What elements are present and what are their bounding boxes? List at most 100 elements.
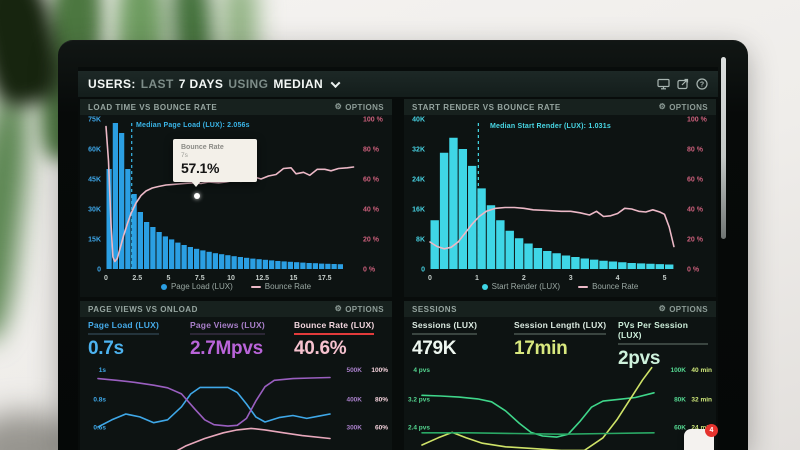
tick-label: 2.5 (132, 275, 142, 282)
median-annotation: Median Page Load (LUX): 2.056s (136, 122, 250, 129)
panel-body: Sessions (LUX) 479K Session Length (LUX)… (404, 317, 716, 450)
gear-icon: ⚙ (334, 102, 343, 111)
panel-title: LOAD TIME VS BOUNCE RATE (88, 102, 218, 112)
metric-page-load[interactable]: Page Load (LUX) 0.7s (88, 320, 190, 359)
panel-title: START RENDER VS BOUNCE RATE (412, 102, 561, 112)
hover-point-marker (194, 193, 200, 199)
panel-body: 40K 32K 24K 16K 8K 0 100 % 80 % 60 % 40 % 20 % 0 % 0… (404, 115, 716, 297)
tick-label: 32K (412, 147, 425, 154)
metric-row: Sessions (LUX) 479K Session Length (LUX)… (404, 317, 716, 369)
tick-label: 15K (88, 237, 101, 244)
dashboard-screen: USERS: LAST 7 DAYS USING MEDIAN (78, 67, 718, 450)
tick-label: 17.5 (318, 275, 332, 282)
chart-legend: Start Render (LUX) Bounce Rate (404, 282, 716, 291)
tick-label: 0 % (687, 267, 700, 274)
tick-label: 40 % (363, 207, 380, 214)
legend-item-bounce-rate[interactable]: Bounce Rate (578, 282, 638, 291)
tick-label: 0 % (363, 267, 376, 274)
svg-text:?: ? (700, 81, 704, 88)
panel-body: 75K 60K 45K 30K 15K 0 100 % 80 % 60 % 40 % 20 % 0 %… (80, 115, 392, 297)
tick-label: 32 min (691, 397, 712, 404)
legend-item-page-load[interactable]: Page Load (LUX) (160, 282, 233, 291)
share-export-icon[interactable] (677, 78, 689, 90)
tick-label: 10 (227, 275, 235, 282)
tick-label: 400K (346, 397, 362, 404)
tick-label: 500K (346, 367, 362, 374)
panel-title: PAGE VIEWS VS ONLOAD (88, 304, 198, 314)
dashboard-header: USERS: LAST 7 DAYS USING MEDIAN (78, 71, 718, 97)
tick-label: 1s (99, 367, 107, 374)
options-label: OPTIONS (345, 304, 384, 314)
panel-start-render-vs-bounce-rate: START RENDER VS BOUNCE RATE ⚙ OPTIONS 40… (404, 99, 716, 297)
tick-label: 40 min (691, 367, 712, 374)
tick-label: 20 % (363, 237, 380, 244)
tick-label: 0.8s (93, 397, 106, 404)
tick-label: 300K (346, 425, 362, 432)
metric-label: Bounce Rate (LUX) (294, 320, 375, 335)
metric-session-length[interactable]: Session Length (LUX) 17min (514, 320, 618, 359)
legend-line-icon (250, 285, 261, 288)
tick-label: 0 (97, 267, 101, 274)
tick-label: 3 (569, 275, 573, 282)
tick-label: 30K (88, 207, 101, 214)
sessions-mini-chart: 4 pvs 3.2 pvs 2.4 pvs 100K 40 min 80K 32 min 60… (408, 366, 712, 450)
legend-dot-icon (160, 283, 167, 290)
filter-part: 7 DAYS (178, 77, 224, 91)
panel-header: LOAD TIME VS BOUNCE RATE ⚙ OPTIONS (80, 99, 392, 115)
tick-label: 0.6s (93, 425, 106, 432)
metric-row: Page Load (LUX) 0.7s Page Views (LUX) 2.… (80, 317, 392, 359)
gear-icon: ⚙ (334, 304, 343, 313)
tick-label: 45K (88, 177, 101, 184)
metric-label: PVs Per Session (LUX) (618, 320, 708, 345)
laptop-edge-highlight (721, 57, 726, 239)
metric-bounce-rate[interactable]: Bounce Rate (LUX) 40.6% (294, 320, 384, 359)
chevron-down-icon (330, 77, 341, 88)
legend-item-bounce-rate[interactable]: Bounce Rate (250, 282, 311, 291)
tick-label: 60% (375, 425, 388, 432)
options-button[interactable]: ⚙ OPTIONS (659, 305, 708, 314)
chat-widget-button[interactable]: 4 (684, 424, 718, 450)
options-label: OPTIONS (669, 304, 708, 314)
tick-label: 24K (412, 177, 425, 184)
tick-label: 16K (412, 207, 425, 214)
gear-icon: ⚙ (658, 102, 667, 111)
notification-badge: 4 (705, 424, 718, 437)
plant-leaf (0, 88, 38, 342)
tick-label: 100 % (687, 117, 708, 124)
filter-part: LAST (140, 77, 174, 91)
tick-label: 2 (522, 275, 526, 282)
header-icons: ? (657, 78, 708, 90)
metric-value: 17min (514, 338, 568, 359)
metric-value: 479K (412, 338, 457, 359)
options-button[interactable]: ⚙ OPTIONS (335, 305, 384, 314)
metric-pvs-per-session[interactable]: PVs Per Session (LUX) 2pvs (618, 320, 708, 369)
legend-item-start-render[interactable]: Start Render (LUX) (481, 282, 560, 291)
tick-label: 1 (475, 275, 479, 282)
filter-part: USERS: (88, 77, 136, 91)
metric-page-views[interactable]: Page Views (LUX) 2.7Mpvs (190, 320, 294, 359)
filter-dropdown[interactable]: USERS: LAST 7 DAYS USING MEDIAN (88, 77, 341, 91)
panel-sessions: SESSIONS ⚙ OPTIONS Sessions (LUX) 479K S… (404, 301, 716, 450)
tick-label: 60 % (363, 177, 380, 184)
tick-label: 15 (290, 275, 298, 282)
legend-line-icon (578, 285, 589, 288)
median-annotation: Median Start Render (LUX): 1.031s (490, 123, 611, 130)
options-button[interactable]: ⚙ OPTIONS (335, 103, 384, 112)
metric-label: Page Views (LUX) (190, 320, 265, 335)
tick-label: 60K (674, 425, 686, 432)
metric-label: Sessions (LUX) (412, 320, 478, 335)
panel-page-views-vs-onload: PAGE VIEWS VS ONLOAD ⚙ OPTIONS Page Load… (80, 301, 392, 450)
display-icon[interactable] (657, 78, 670, 90)
tick-label: 40 % (687, 207, 704, 214)
metric-value: 40.6% (294, 338, 347, 359)
tick-label: 60 % (687, 177, 704, 184)
laptop: USERS: LAST 7 DAYS USING MEDIAN (58, 40, 748, 450)
metric-value: 0.7s (88, 338, 124, 359)
tick-label: 0 (421, 267, 425, 274)
metric-sessions[interactable]: Sessions (LUX) 479K (412, 320, 514, 359)
tick-label: 75K (88, 117, 101, 124)
tick-label: 5 (663, 275, 667, 282)
help-icon[interactable]: ? (696, 78, 708, 90)
options-button[interactable]: ⚙ OPTIONS (659, 103, 708, 112)
